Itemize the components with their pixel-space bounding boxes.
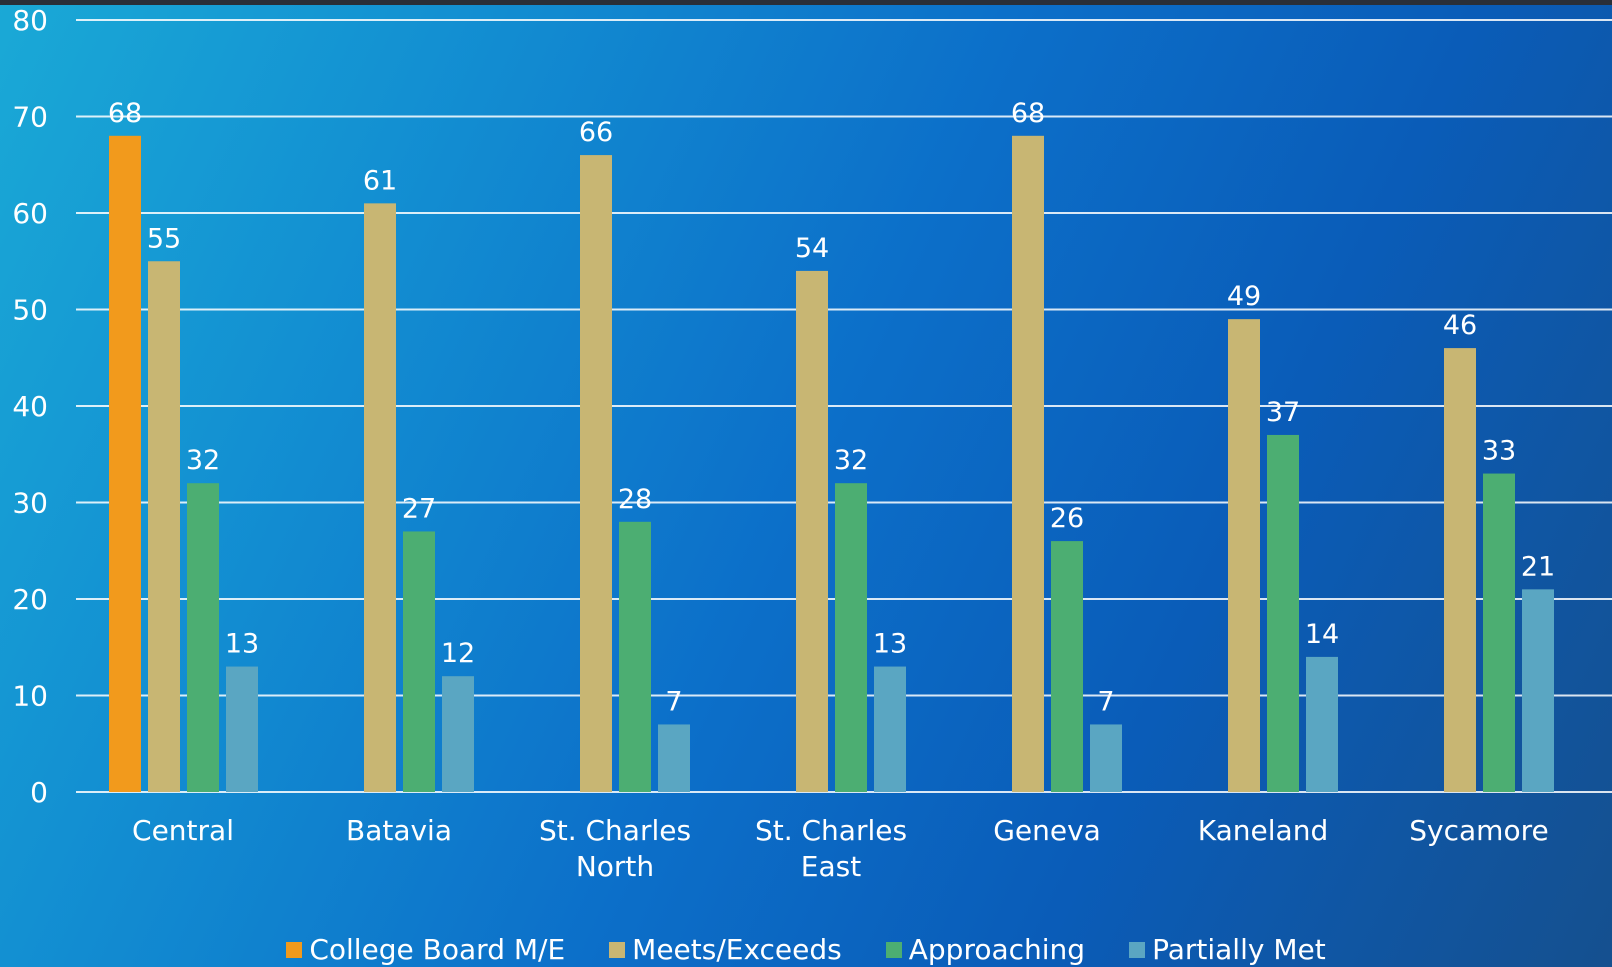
bar <box>1522 589 1554 792</box>
bars <box>109 135 1554 793</box>
y-tick-label: 80 <box>12 4 48 37</box>
data-label: 37 <box>1266 397 1300 428</box>
bar <box>364 203 396 793</box>
data-label: 49 <box>1227 281 1261 312</box>
bar <box>796 270 828 792</box>
legend-label: Meets/Exceeds <box>632 933 842 966</box>
data-label: 54 <box>795 233 829 264</box>
legend-label: Approaching <box>908 933 1086 966</box>
y-tick-label: 60 <box>12 197 48 230</box>
data-label: 13 <box>225 629 259 660</box>
x-tick-label: St. Charles <box>755 814 907 847</box>
data-label: 14 <box>1305 619 1339 650</box>
legend-swatch <box>286 941 303 958</box>
data-label: 46 <box>1443 310 1477 341</box>
y-tick-label: 30 <box>12 487 48 520</box>
bar <box>835 483 867 792</box>
bar <box>226 666 258 792</box>
bar <box>658 724 690 792</box>
x-tick-label: East <box>801 850 861 883</box>
bar <box>1012 135 1044 793</box>
legend-swatch <box>609 941 626 958</box>
data-label: 55 <box>147 223 181 254</box>
data-label: 66 <box>579 117 613 148</box>
data-label: 26 <box>1050 503 1084 534</box>
x-tick-label: Central <box>132 814 234 847</box>
bar <box>580 155 612 793</box>
legend-item: College Board M/E <box>286 933 565 966</box>
y-tick-label: 10 <box>12 680 48 713</box>
bar <box>619 521 651 792</box>
y-tick-label: 70 <box>12 101 48 134</box>
data-label: 7 <box>1097 686 1114 717</box>
y-tick-label: 20 <box>12 583 48 616</box>
bar <box>1051 541 1083 792</box>
bar <box>1444 348 1476 792</box>
bar <box>442 676 474 792</box>
data-label: 28 <box>618 484 652 515</box>
data-label: 68 <box>108 98 142 129</box>
bar <box>1483 473 1515 792</box>
x-tick-label: Sycamore <box>1409 814 1548 847</box>
bar <box>1267 434 1299 792</box>
top-bar <box>0 0 1612 5</box>
y-tick-label: 40 <box>12 390 48 423</box>
legend-label: College Board M/E <box>309 933 566 966</box>
bar <box>148 261 180 792</box>
data-label: 33 <box>1482 436 1516 467</box>
data-label: 21 <box>1521 551 1555 582</box>
bar <box>1306 656 1338 792</box>
bar <box>874 666 906 792</box>
x-tick-label: Batavia <box>346 814 452 847</box>
data-label: 32 <box>834 445 868 476</box>
legend-swatch <box>1129 941 1146 958</box>
x-tick-label: Geneva <box>993 814 1101 847</box>
y-tick-label: 50 <box>12 294 48 327</box>
data-label: 27 <box>402 493 436 524</box>
x-tick-label: St. Charles <box>539 814 691 847</box>
legend: College Board M/E Meets/Exceeds Approachin… <box>0 932 1612 967</box>
bar <box>1228 319 1260 792</box>
data-label: 12 <box>441 638 475 669</box>
bar <box>1090 724 1122 792</box>
x-tick-label: North <box>576 850 654 883</box>
data-label: 7 <box>665 686 682 717</box>
bar-chart: 0 10 20 30 40 50 60 70 80 68 55 32 13 61 27 12 66 28 7 54 3… <box>12 4 1612 883</box>
x-tick-label: Kaneland <box>1198 814 1328 847</box>
legend-label: Partially Met <box>1152 933 1326 966</box>
bar <box>187 483 219 792</box>
legend-item: Meets/Exceeds <box>609 933 842 966</box>
data-label: 61 <box>363 165 397 196</box>
legend-item: Partially Met <box>1129 933 1326 966</box>
y-tick-label: 0 <box>30 776 48 809</box>
data-label: 68 <box>1011 98 1045 129</box>
legend-swatch <box>885 941 902 958</box>
data-labels: 68 55 32 13 61 27 12 66 28 7 54 32 13 68 26 7 49 37 14 46 33… <box>108 98 1555 718</box>
legend-item: Approaching <box>885 933 1086 966</box>
data-label: 32 <box>186 445 220 476</box>
bar <box>403 531 435 792</box>
bar <box>109 135 141 793</box>
gridlines <box>76 19 1612 793</box>
data-label: 13 <box>873 629 907 660</box>
y-axis-ticks: 0 10 20 30 40 50 60 70 80 <box>12 4 48 809</box>
